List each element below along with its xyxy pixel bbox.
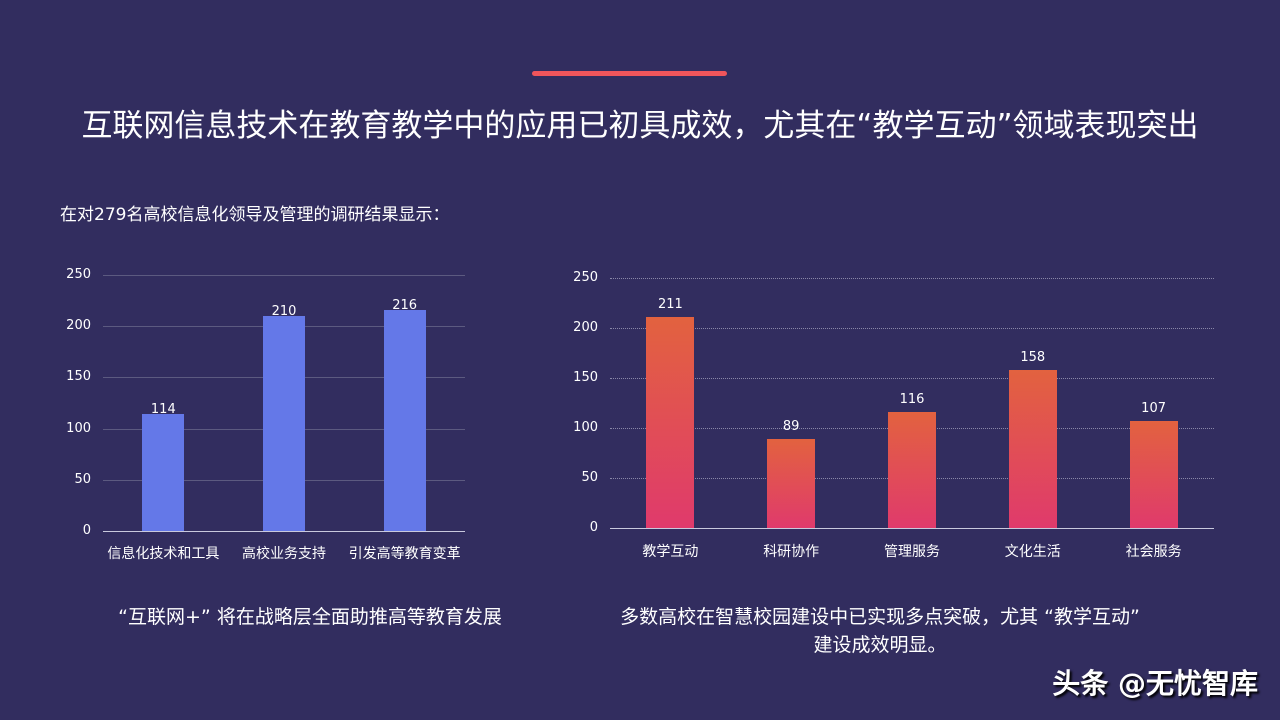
bar [263, 315, 305, 531]
survey-subtitle: 在对279名高校信息化领导及管理的调研结果显示： [60, 205, 450, 225]
bar [1008, 370, 1057, 528]
caption-left: “互联网+” 将在战略层全面助推高等教育发展 [118, 606, 502, 628]
y-tick-label: 50 [581, 470, 598, 485]
x-category-label: 引发高等教育变革 [348, 546, 461, 562]
bar-value-label: 211 [657, 297, 683, 312]
bar [383, 309, 426, 531]
bar [767, 439, 816, 528]
gridline [103, 275, 465, 276]
x-category-label: 文化生活 [1004, 544, 1061, 560]
x-category-label: 社会服务 [1125, 544, 1182, 560]
bar [1129, 421, 1178, 528]
watermark: 头条 @无忧智库 [1052, 667, 1258, 700]
gridline [610, 278, 1214, 279]
accent-bar [532, 71, 727, 76]
caption-right-line2: 建设成效明显。 [813, 634, 947, 656]
y-tick-label: 200 [66, 318, 91, 334]
bar [142, 414, 185, 531]
bar [646, 317, 695, 528]
y-tick-label: 100 [66, 420, 91, 436]
x-category-label: 科研协作 [763, 544, 820, 560]
caption-right-line1: 多数高校在智慧校园建设中已实现多点突破，尤其 “教学互动” [620, 606, 1140, 628]
y-tick-label: 0 [82, 523, 91, 538]
gridline [610, 328, 1214, 329]
y-tick-label: 50 [74, 471, 91, 487]
x-category-label: 信息化技术和工具 [107, 546, 220, 562]
bar-value-label: 107 [1141, 401, 1166, 416]
y-tick-label: 200 [573, 320, 598, 335]
x-axis-line [610, 528, 1214, 529]
bar-value-label: 89 [782, 419, 800, 434]
bar-value-label: 210 [271, 303, 297, 319]
gridline [610, 378, 1214, 379]
x-category-label: 教学互动 [642, 544, 699, 560]
y-tick-label: 100 [573, 420, 598, 435]
bar [888, 412, 936, 528]
y-tick-label: 250 [573, 270, 598, 285]
bar-value-label: 114 [150, 402, 176, 418]
bar-value-label: 216 [392, 297, 418, 313]
y-tick-label: 250 [66, 267, 91, 282]
y-tick-label: 150 [66, 369, 91, 385]
bar-value-label: 158 [1020, 350, 1046, 365]
bar-value-label: 116 [899, 392, 925, 407]
y-tick-label: 0 [589, 520, 598, 535]
x-axis-line [103, 531, 465, 532]
x-category-label: 管理服务 [884, 544, 940, 560]
chart-left-bar: 250 200 150 100 50 0 114 信息化技术和工具 210 高校业务支持 216 引发… [0, 0, 640, 600]
x-category-label: 高校业务支持 [242, 546, 326, 562]
page-title: 互联网信息技术在教育教学中的应用已初具成效，尤其在“教学互动”领域表现突出 [81, 108, 1199, 144]
y-tick-label: 150 [573, 370, 598, 385]
chart-right-bar: 250 200 150 100 50 0 211 教学互动 89 科研协作 116 管理服务 158 文化… [573, 270, 1214, 560]
